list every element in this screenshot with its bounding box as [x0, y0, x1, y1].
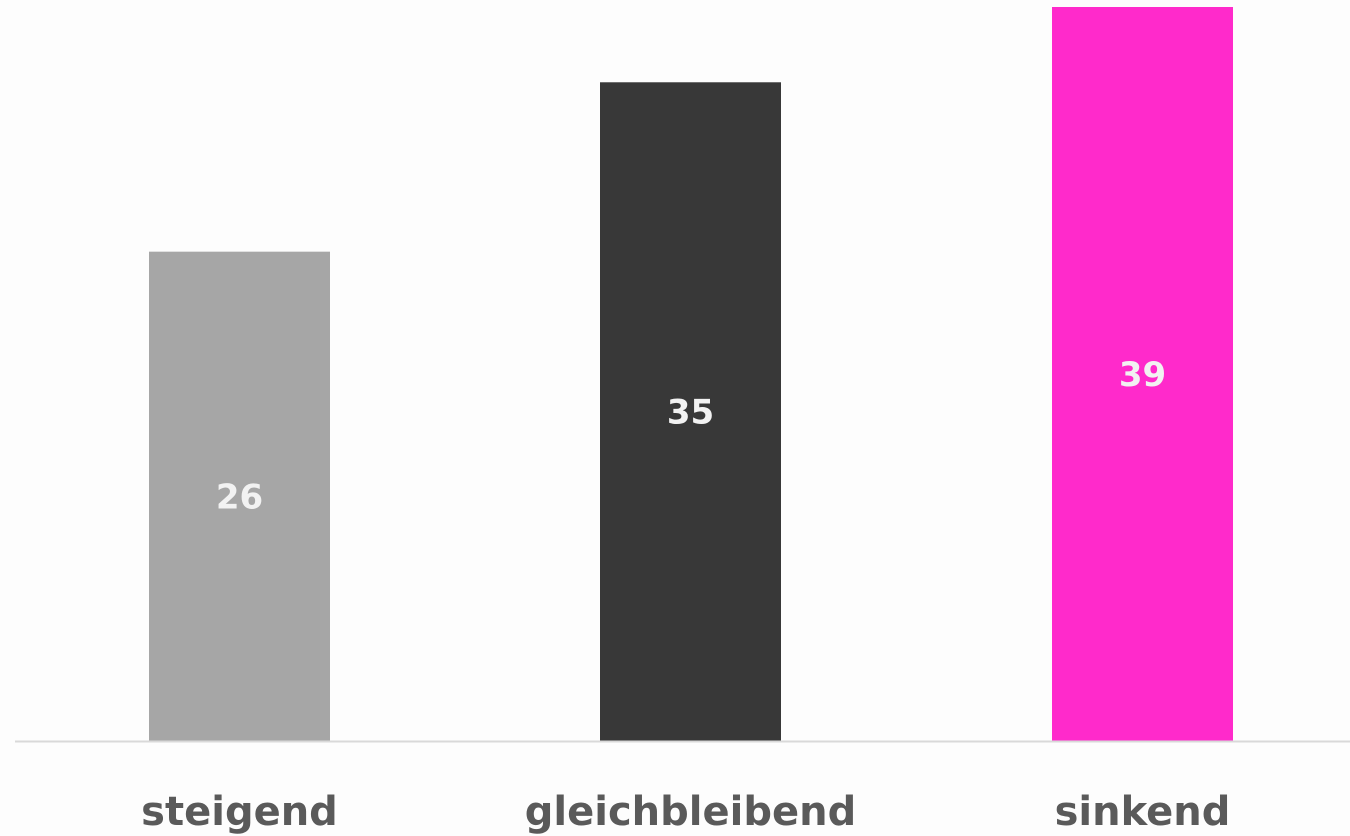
bar-steigend: [149, 251, 330, 741]
bar-gleichbleibend: [600, 82, 781, 742]
bars-group: [149, 7, 1233, 742]
category-label-sinkend: sinkend: [1055, 789, 1231, 835]
value-label-steigend: 26: [216, 477, 263, 517]
bar-sinkend: [1052, 7, 1233, 741]
value-label-sinkend: 39: [1119, 355, 1166, 395]
category-label-gleichbleibend: gleichbleibend: [525, 789, 856, 835]
value-label-gleichbleibend: 35: [667, 393, 714, 433]
value-labels-group: 26 35 39: [216, 355, 1166, 517]
category-labels-group: steigend gleichbleibend sinkend: [141, 789, 1230, 835]
category-label-steigend: steigend: [141, 789, 338, 835]
